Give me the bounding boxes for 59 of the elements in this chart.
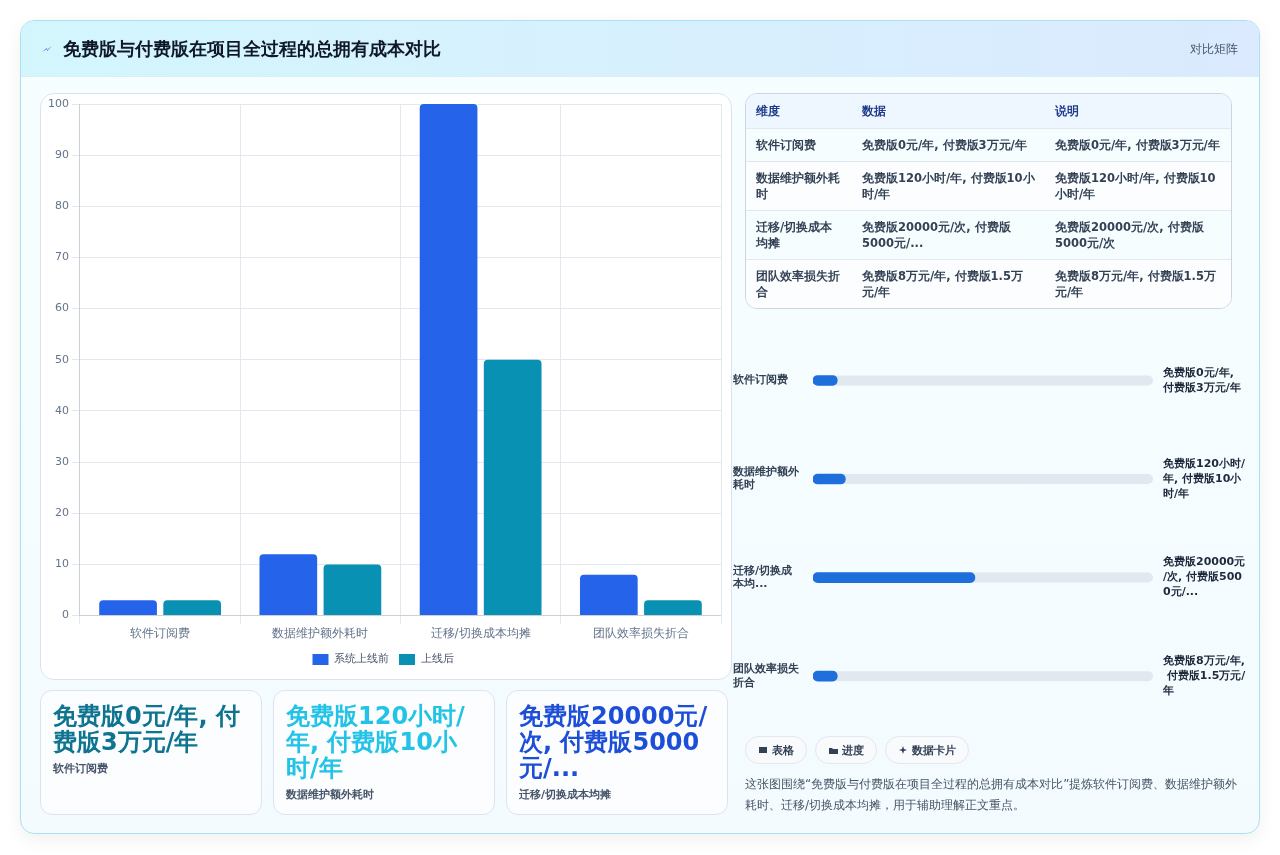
text: 维度: [755, 103, 781, 120]
text: 迁移/切换成本均摊: [754, 219, 834, 252]
y-tick-label: 团队效率损失折合: [732, 662, 800, 689]
y-tick-label: 50: [55, 352, 69, 366]
text: 迁移/切换成本均摊: [519, 787, 613, 802]
text: 这张图围绕“免费版与付费版在项目全过程的总拥有成本对比”提炼软件订阅费、数据维护额外耗时、迁移/切换成本均摊，用于辅助理解正文重点。: [745, 776, 1239, 814]
text: 免费版8万元/年, 付费版1.5万元/年: [861, 268, 1024, 301]
y-tick-label: 数据维护额外耗时: [732, 465, 800, 492]
y-tick-label: 40: [55, 403, 69, 417]
bar: [99, 600, 157, 616]
y-tick-label: 60: [55, 301, 69, 315]
text: 免费版0元/年, 付费版3万元/年: [53, 702, 241, 756]
text: 软件订阅费: [755, 137, 817, 154]
text: 进度: [815, 736, 877, 764]
y-tick-label: 0: [62, 608, 69, 622]
text: 数据: [861, 103, 887, 120]
y-tick-label: 20: [55, 506, 69, 520]
bar: [163, 600, 222, 616]
text: 免费版20000元/次, 付费版5000元/...: [861, 219, 1012, 252]
x-tick-label: 数据维护额外耗时: [272, 625, 369, 640]
y-tick-label: 80: [55, 199, 69, 213]
text: 团队效率损失折合: [755, 268, 841, 301]
text: 免费版120小时/年, 付费版10小时/年: [1054, 170, 1217, 203]
y-tick-label: 30: [55, 454, 69, 468]
legend-label: 系统上线前: [334, 652, 389, 666]
text: 表格: [745, 736, 807, 764]
bar: [579, 574, 638, 616]
text: 对比矩阵: [1190, 41, 1238, 58]
text: 免费版0元/年, 付费版3万元/年: [1054, 137, 1221, 154]
x-tick-label: 迁移/切换成本均摊: [430, 625, 531, 640]
text: 说明: [1054, 103, 1080, 120]
y-tick-label: 10: [55, 557, 69, 571]
y-tick-label: 70: [55, 250, 69, 264]
text: 数据维护额外耗时: [286, 787, 375, 802]
bar: [323, 564, 382, 616]
chart-title: 免费版与付费版在项目全过程的总拥有成本对比: [63, 36, 441, 61]
bar: [419, 104, 478, 616]
y-tick-label: 90: [55, 148, 69, 162]
text: 数据维护额外耗时: [755, 170, 841, 203]
text: 免费版8万元/年, 付费版1.5万元/年: [1054, 268, 1217, 301]
bar: [644, 600, 702, 616]
text: 免费版0元/年, 付费版3万元/年: [861, 137, 1028, 154]
y-tick-label: 100: [48, 96, 69, 110]
y-tick-label: 迁移/切换成本均...: [732, 563, 793, 591]
text: 免费版120小时/年, 付费版10小时/年: [1162, 456, 1246, 500]
text: 数据卡片: [885, 736, 969, 764]
text: 免费版20000元/次, 付费版5000元/...: [519, 702, 709, 782]
text: 免费版8万元/年, 付费版1.5万元/年: [1162, 653, 1247, 697]
x-tick-label: 团队效率损失折合: [592, 625, 689, 640]
text: 免费版0元/年, 付费版3万元/年: [1162, 365, 1241, 394]
y-tick-label: 软件订阅费: [732, 373, 788, 387]
bar: [483, 359, 542, 616]
text: 免费版120小时/年, 付费版10小时/年: [286, 702, 466, 782]
bar: [259, 554, 318, 616]
legend-label: 上线后: [420, 652, 454, 666]
text: 免费版20000元/次, 付费版5000元/次: [1054, 219, 1205, 252]
x-tick-label: 软件订阅费: [130, 625, 191, 640]
text: 免费版120小时/年, 付费版10小时/年: [861, 170, 1036, 203]
text: 免费版20000元/次, 付费版5000元/...: [1162, 555, 1246, 599]
